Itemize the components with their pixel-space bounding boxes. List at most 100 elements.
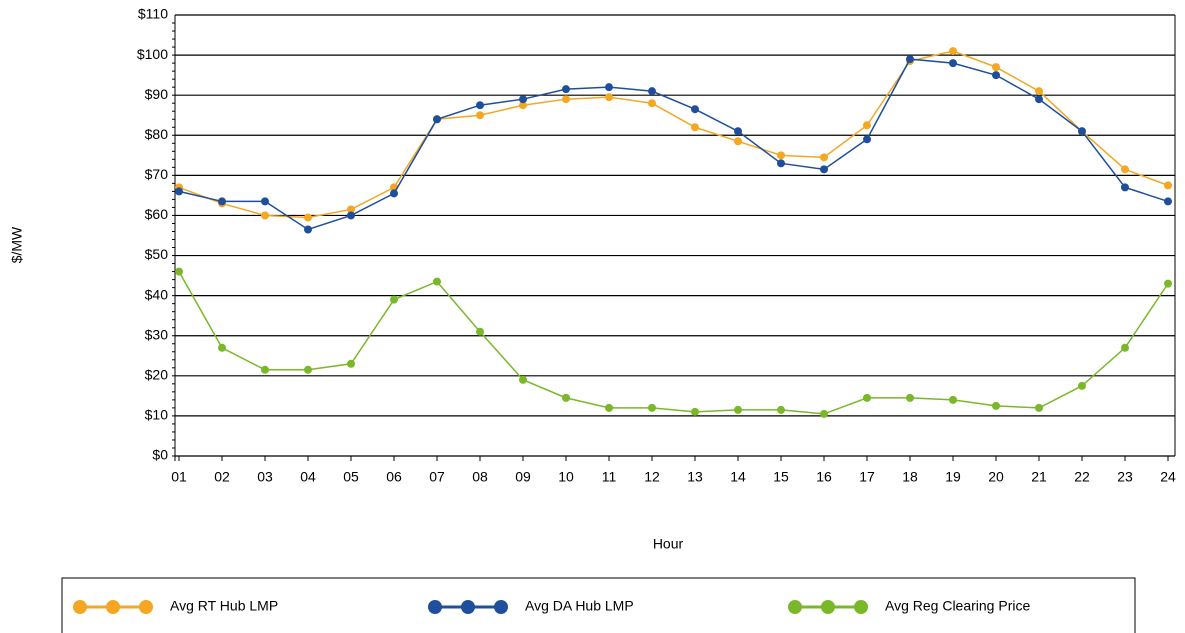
point: [820, 153, 828, 162]
point: [777, 405, 785, 414]
point: [691, 105, 699, 114]
y-tick-label: $60: [145, 206, 169, 222]
legend-marker: [494, 600, 508, 614]
point: [390, 189, 398, 198]
x-tick-label: 04: [300, 469, 316, 485]
y-tick-label: $40: [145, 286, 169, 302]
point: [304, 365, 312, 374]
point: [648, 403, 656, 412]
point: [777, 151, 785, 160]
point: [906, 393, 914, 402]
point: [175, 187, 183, 196]
legend-label: Avg RT Hub LMP: [170, 598, 278, 614]
point: [1121, 165, 1129, 174]
legend-label: Avg Reg Clearing Price: [885, 598, 1030, 614]
x-tick-label: 16: [816, 469, 832, 485]
x-tick-label: 17: [859, 469, 875, 485]
point: [1078, 127, 1086, 136]
point: [218, 197, 226, 206]
point: [1164, 181, 1172, 190]
x-tick-label: 08: [472, 469, 488, 485]
y-tick-label: $30: [145, 326, 169, 342]
x-tick-label: 09: [515, 469, 531, 485]
point: [1035, 403, 1043, 412]
y-axis-title: $/MW: [9, 226, 25, 263]
point: [347, 211, 355, 220]
series-line: [178, 50, 1169, 219]
point: [476, 111, 484, 120]
point: [992, 63, 1000, 72]
series-line: [178, 58, 1169, 231]
point: [175, 267, 183, 276]
point: [734, 127, 742, 136]
x-tick-label: 23: [1117, 469, 1133, 485]
point: [820, 409, 828, 418]
point: [1078, 381, 1086, 390]
point: [648, 99, 656, 108]
x-tick-label: 19: [945, 469, 961, 485]
point: [863, 135, 871, 144]
y-tick-label: $70: [145, 166, 169, 182]
point: [648, 87, 656, 96]
point: [519, 375, 527, 384]
point: [1035, 95, 1043, 104]
point: [949, 47, 957, 56]
legend-box: [61, 577, 1136, 633]
point: [734, 405, 742, 414]
x-tick-label: 02: [214, 469, 230, 485]
point: [691, 407, 699, 416]
point: [1164, 279, 1172, 288]
x-tick-label: 10: [558, 469, 574, 485]
point: [347, 359, 355, 368]
point: [476, 101, 484, 110]
point: [347, 205, 355, 214]
point: [906, 55, 914, 64]
legend-marker: [854, 600, 868, 614]
point: [562, 95, 570, 104]
legend-marker: [106, 600, 120, 614]
x-tick-label: 06: [386, 469, 402, 485]
series-line: [178, 271, 1169, 415]
y-tick-label: $100: [137, 46, 168, 62]
point: [734, 137, 742, 146]
point: [261, 365, 269, 374]
point: [304, 225, 312, 234]
point: [691, 123, 699, 132]
x-tick-label: 21: [1031, 469, 1047, 485]
x-tick-label: 12: [644, 469, 660, 485]
point: [476, 327, 484, 336]
legend-marker: [821, 600, 835, 614]
x-tick-label: 01: [171, 469, 187, 485]
y-tick-label: $80: [145, 126, 169, 142]
y-tick-label: $20: [145, 367, 169, 383]
point: [562, 393, 570, 402]
point: [519, 95, 527, 104]
point: [433, 115, 441, 124]
x-tick-label: 20: [988, 469, 1004, 485]
point: [820, 165, 828, 174]
point: [1121, 343, 1129, 352]
x-axis-title: Hour: [653, 536, 684, 552]
legend-label: Avg DA Hub LMP: [525, 598, 634, 614]
x-tick-label: 15: [773, 469, 789, 485]
point: [433, 277, 441, 286]
point: [605, 403, 613, 412]
point: [1164, 197, 1172, 206]
point: [562, 85, 570, 94]
point: [777, 159, 785, 168]
point: [992, 71, 1000, 80]
x-tick-label: 07: [429, 469, 445, 485]
x-tick-label: 05: [343, 469, 359, 485]
point: [390, 295, 398, 304]
legend-marker: [428, 600, 442, 614]
x-tick-label: 22: [1074, 469, 1090, 485]
point: [992, 401, 1000, 410]
legend-marker: [139, 600, 153, 614]
x-tick-label: 14: [730, 469, 746, 485]
point: [519, 101, 527, 110]
x-tick-label: 13: [687, 469, 703, 485]
point: [949, 395, 957, 404]
x-tick-label: 11: [602, 469, 617, 485]
point: [863, 393, 871, 402]
